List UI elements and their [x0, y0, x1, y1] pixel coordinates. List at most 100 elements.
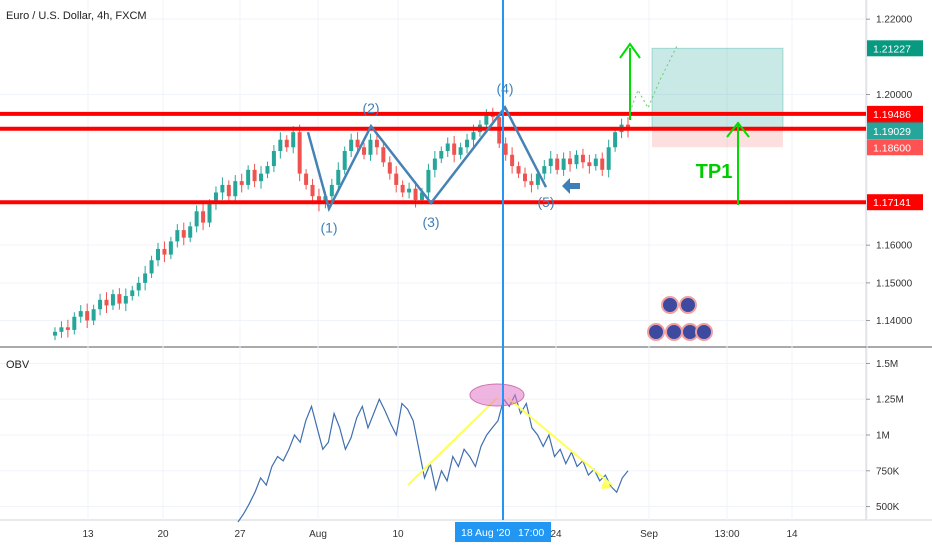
tp1-label: TP1	[696, 161, 733, 183]
candle-body	[181, 230, 186, 238]
candle-body	[426, 169, 431, 193]
candle-body	[407, 188, 412, 193]
candle-body	[355, 139, 360, 148]
price-tick-label: 1.22000	[876, 15, 913, 26]
candle-body	[59, 327, 64, 332]
time-tick-label: Aug	[309, 529, 327, 540]
candle-body	[613, 132, 618, 148]
time-tick-label: 14	[786, 529, 798, 540]
crosshair-time-label: 17:00	[518, 527, 544, 539]
candle-body	[291, 132, 296, 148]
up-arrow-icon	[726, 121, 750, 138]
candle-body	[471, 132, 476, 140]
price-tick-label: 1.14000	[876, 316, 913, 327]
obv-label: OBV	[6, 359, 30, 371]
candle-body	[239, 181, 244, 185]
obv-tick-label: 500K	[876, 502, 900, 513]
candle-body	[65, 327, 70, 330]
candle-body	[381, 147, 386, 163]
candle-body	[156, 248, 161, 261]
candle-body	[284, 139, 289, 148]
candle-body	[561, 158, 566, 170]
wave-pattern[interactable]: (1) (2) (3) (4) (5)	[306, 80, 580, 236]
candle-body	[310, 184, 315, 197]
candle-body	[413, 188, 418, 200]
obv-tick-label: 1.25M	[876, 395, 904, 406]
candle-body	[529, 181, 534, 185]
economic-event-icon[interactable]	[665, 323, 683, 341]
obv-axis-ticks: 1.5M 1.25M 1M 750K 500K	[866, 359, 904, 513]
up-arrow-icon	[619, 42, 641, 59]
candle-body	[542, 166, 547, 174]
price-axis-area[interactable]	[866, 0, 932, 550]
candle-body	[439, 151, 444, 159]
candle-body	[452, 143, 457, 155]
candle-body	[535, 173, 540, 185]
candle-body	[220, 184, 225, 193]
price-label-text: 1.21227	[873, 43, 911, 55]
candle-body	[117, 294, 122, 304]
economic-event-icon[interactable]	[679, 296, 697, 314]
wave-label: (4)	[496, 80, 513, 96]
candle-body	[123, 296, 128, 304]
candle-body	[110, 294, 115, 306]
obv-trendline[interactable]	[407, 397, 498, 486]
price-label-text: 1.18600	[873, 142, 911, 154]
obv-tick-label: 750K	[876, 466, 900, 477]
candle-body	[246, 169, 251, 185]
price-tick-label: 1.20000	[876, 90, 913, 101]
wave-polyline[interactable]	[306, 105, 548, 213]
candle-body	[53, 331, 57, 336]
candle-body	[606, 147, 611, 170]
candle-body	[175, 230, 180, 242]
candle-body	[329, 184, 334, 197]
price-tick-label: 1.16000	[876, 241, 913, 252]
chart-title: Euro / U.S. Dollar, 4h, FXCM	[6, 10, 147, 22]
candle-body	[362, 147, 367, 155]
candle-body	[271, 151, 276, 167]
price-label-badge	[867, 139, 923, 156]
candle-body	[265, 166, 270, 174]
economic-event-icon[interactable]	[647, 323, 665, 341]
obv-peak-highlight[interactable]	[469, 383, 525, 407]
obv-tick-label: 1M	[876, 431, 890, 442]
economic-event-icon[interactable]	[695, 323, 713, 341]
economic-event-icon[interactable]	[661, 296, 679, 314]
candle-body	[316, 196, 321, 204]
candle-body	[194, 211, 199, 227]
candle-body	[445, 143, 450, 152]
candle-body	[600, 158, 605, 170]
wave-label: (3)	[422, 214, 439, 230]
candle-body	[349, 139, 354, 152]
candle-body	[522, 173, 527, 182]
candle-body	[432, 158, 437, 170]
candle-body	[368, 139, 373, 155]
candle-body	[400, 184, 405, 193]
wave-label: (2)	[362, 100, 379, 116]
target-zone[interactable]	[651, 47, 784, 131]
candle-body	[503, 143, 508, 155]
candle-body	[555, 158, 560, 170]
time-tick-label: 13:00	[714, 529, 739, 540]
time-tick-label: 20	[157, 529, 169, 540]
obv-line	[237, 393, 629, 523]
projection-path[interactable]	[629, 43, 679, 113]
candle-body	[162, 248, 167, 255]
obv-trendline[interactable]	[507, 397, 613, 486]
candle-body	[580, 154, 585, 163]
price-axis-ticks: 1.22000 1.20000 1.16000 1.15000 1.14000	[866, 15, 913, 327]
annotations[interactable]: TP1	[407, 42, 750, 489]
candle-body	[548, 158, 553, 167]
candle-body	[516, 166, 521, 174]
candle-body	[98, 299, 103, 310]
candle-body	[104, 299, 109, 306]
candle-body	[91, 309, 96, 321]
price-labels: 1.212271.194861.190901.190631.190291.186…	[867, 40, 923, 211]
candle-body	[259, 173, 264, 182]
candle-body	[85, 311, 90, 321]
long-position-box[interactable]	[651, 47, 784, 148]
candle-body	[252, 169, 257, 182]
stop-zone[interactable]	[652, 129, 783, 148]
